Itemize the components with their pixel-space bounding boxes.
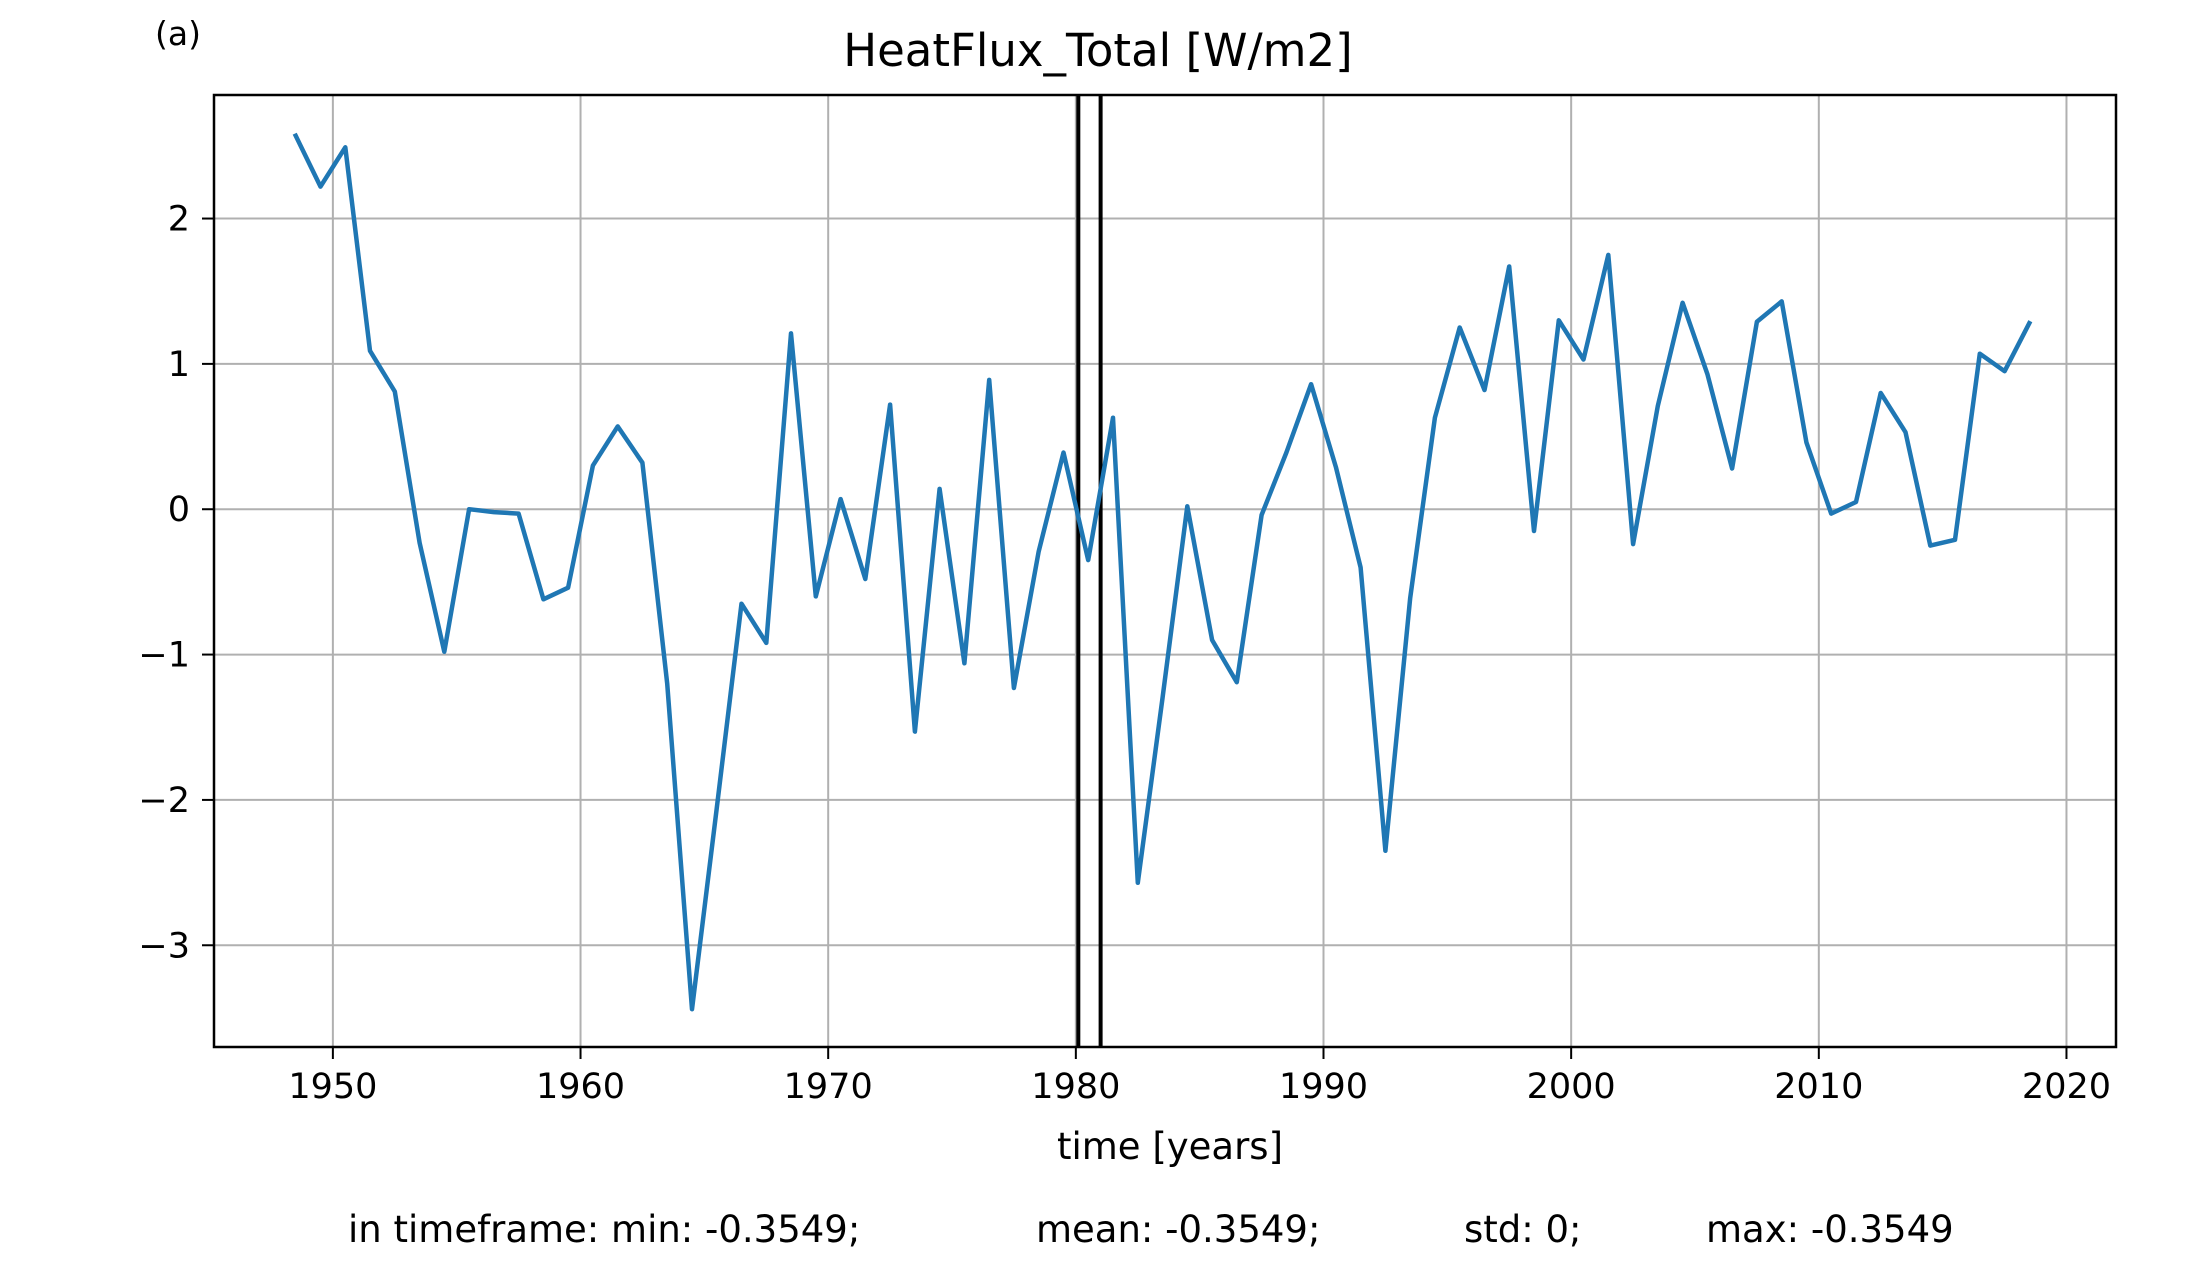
x-tick-label: 2020	[2022, 1067, 2111, 1107]
panel-label: (a)	[155, 14, 201, 53]
y-tick-label: −2	[138, 781, 190, 821]
stats-mean: mean: -0.3549;	[1036, 1208, 1321, 1251]
y-tick-label: −1	[138, 636, 190, 676]
vertical-markers	[1076, 95, 1103, 1047]
x-tick-label: 1980	[1031, 1067, 1120, 1107]
x-tick-label: 1960	[536, 1067, 625, 1107]
y-tick-label: 0	[168, 490, 190, 530]
stats-std: std: 0;	[1464, 1208, 1582, 1251]
plot-frame	[212, 93, 2118, 1049]
series-line	[292, 132, 2033, 1012]
y-tick-label: 2	[168, 200, 190, 240]
x-tick-label: 1950	[288, 1067, 377, 1107]
x-tick-label: 1970	[784, 1067, 873, 1107]
stats-min: in timeframe: min: -0.3549;	[348, 1208, 861, 1251]
x-axis-label: time [years]	[1056, 1125, 1284, 1168]
chart-title: HeatFlux_Total [W/m2]	[843, 24, 1353, 77]
x-tick-label: 2010	[1774, 1067, 1863, 1107]
series-layer	[292, 132, 2033, 1012]
y-axis-ticks: −3 −2 −1 0 1 2	[138, 200, 214, 966]
x-axis-ticks: 1950 1960 1970 1980 1990 2000 2010 2020	[288, 1047, 2111, 1107]
x-tick-label: 1990	[1279, 1067, 1368, 1107]
x-tick-label: 2000	[1527, 1067, 1616, 1107]
y-tick-label: −3	[138, 926, 190, 966]
grid-lines	[214, 95, 2116, 1047]
stats-max: max: -0.3549	[1706, 1208, 1954, 1251]
y-tick-label: 1	[168, 345, 190, 385]
